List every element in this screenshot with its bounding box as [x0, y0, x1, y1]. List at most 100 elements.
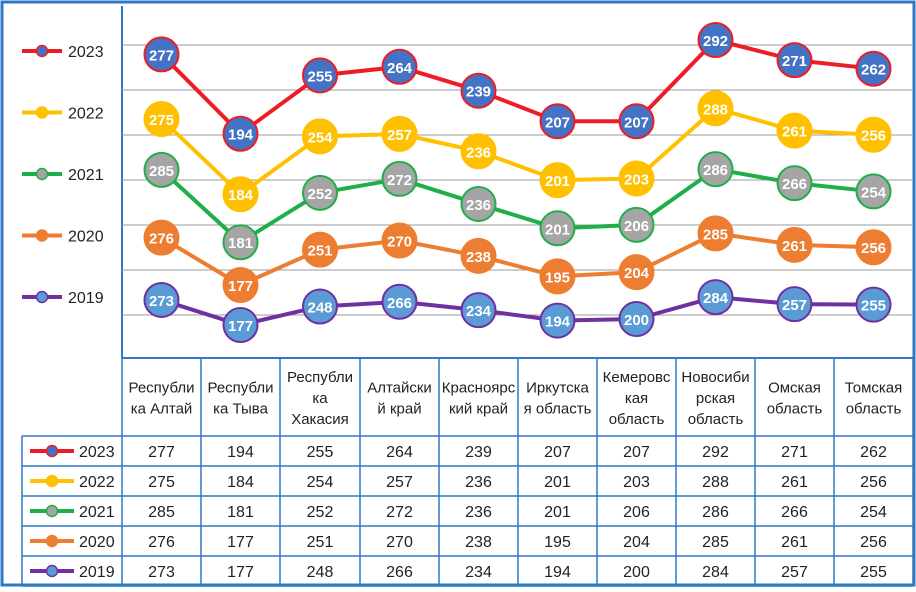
- series-line-2023: [160, 38, 874, 136]
- table-cell-2021-2: 181: [227, 504, 254, 521]
- point-2020-2: [222, 267, 259, 303]
- table-cell-2021-6: 201: [544, 504, 571, 521]
- category-label-3: Республи ка Хакасия: [287, 369, 353, 428]
- point-label-2020-1: 276: [149, 231, 174, 248]
- series-line-2022: [160, 106, 874, 197]
- point-label-2022-1: 275: [149, 112, 174, 129]
- series-line-2021: [160, 167, 874, 245]
- point-2021-1: [143, 151, 180, 188]
- point-label-2022-7: 203: [624, 172, 649, 189]
- table-cell-2020-7: 204: [623, 534, 650, 551]
- point-2019-10: [855, 286, 892, 323]
- point-label-2020-8: 285: [703, 226, 728, 243]
- point-label-2019-8: 284: [703, 290, 729, 307]
- legend-marker-2023: [35, 44, 49, 58]
- category-label-1: Республи ка Алтай: [128, 380, 194, 418]
- point-2023-4: [381, 48, 418, 85]
- point-label-2020-6: 195: [545, 269, 570, 286]
- table-cell-2022-2: 184: [227, 474, 254, 491]
- point-label-2019-10: 255: [861, 298, 886, 315]
- point-label-2019-1: 273: [149, 293, 174, 310]
- point-label-2021-10: 254: [861, 184, 887, 201]
- point-label-2022-3: 254: [307, 129, 333, 146]
- legend-label-2021: 2021: [68, 167, 104, 184]
- point-label-2023-9: 271: [782, 53, 807, 70]
- data-table: Республи ка Алтай Республи ка Тыва Республи к…: [21, 357, 914, 587]
- point-2023-9: [776, 42, 813, 79]
- point-label-2022-4: 257: [387, 127, 412, 144]
- table-cell-2022-3: 254: [307, 474, 334, 491]
- table-row-label-2019: 2019: [79, 564, 115, 581]
- table-cell-2022-5: 236: [465, 474, 492, 491]
- category-label-4: Алтайски й край: [367, 380, 432, 418]
- point-label-2022-8: 288: [703, 101, 728, 118]
- table-cell-2022-1: 275: [148, 474, 175, 491]
- point-label-2023-10: 262: [861, 62, 886, 79]
- table-cell-2021-4: 272: [386, 504, 413, 521]
- table-key-marker-2019: [45, 564, 59, 578]
- legend-label-2023: 2023: [68, 44, 104, 61]
- table-cell-2020-2: 177: [227, 534, 254, 551]
- table-cell-2020-10: 256: [860, 534, 887, 551]
- point-label-2022-6: 201: [545, 173, 570, 190]
- point-label-2022-9: 261: [782, 124, 807, 141]
- table-cell-2019-10: 255: [860, 564, 887, 581]
- point-label-2019-2: 177: [228, 318, 253, 335]
- point-2020-1: [143, 219, 180, 256]
- table-cell-2019-6: 194: [544, 564, 571, 581]
- point-label-2023-7: 207: [624, 114, 649, 131]
- table-cell-2019-1: 273: [148, 564, 175, 581]
- point-2022-8: [697, 90, 734, 127]
- point-label-2021-1: 285: [149, 163, 174, 180]
- point-label-2019-7: 200: [624, 312, 649, 329]
- point-label-2023-4: 264: [387, 60, 413, 77]
- point-label-2023-2: 194: [228, 127, 254, 144]
- table-cell-2023-9: 271: [781, 444, 808, 461]
- point-2023-1: [143, 36, 180, 73]
- point-2022-4: [381, 115, 418, 152]
- point-2019-3: [302, 288, 338, 325]
- series-lines: 277 194 255 264 239 207 207 292 271 262 275 184 254 2…: [143, 22, 892, 343]
- table-cell-2023-5: 239: [465, 444, 492, 461]
- point-label-2019-3: 248: [307, 299, 332, 316]
- table-cell-2023-6: 207: [544, 444, 571, 461]
- point-label-2023-6: 207: [545, 114, 570, 131]
- point-2019-9: [776, 286, 813, 323]
- table-cell-2020-4: 270: [386, 534, 413, 551]
- point-2023-10: [855, 50, 892, 87]
- point-2022-6: [539, 162, 576, 199]
- table-cell-2023-8: 292: [702, 444, 729, 461]
- point-2019-8: [697, 279, 734, 316]
- point-label-2021-4: 272: [387, 172, 412, 189]
- point-2019-6: [539, 302, 576, 339]
- point-label-2021-6: 201: [545, 221, 570, 238]
- point-2021-10: [855, 173, 892, 210]
- point-label-2020-2: 177: [228, 278, 253, 295]
- legend-label-2022: 2022: [68, 106, 104, 123]
- table-cell-2023-3: 255: [307, 444, 334, 461]
- series-line-2020: [160, 231, 874, 287]
- point-2021-3: [302, 174, 338, 211]
- category-label-10: Томская область: [845, 380, 903, 418]
- point-2022-2: [222, 176, 259, 213]
- table-cell-2020-8: 285: [702, 534, 729, 551]
- table-cell-2021-3: 252: [307, 504, 334, 521]
- point-2022-3: [302, 118, 338, 155]
- point-2021-4: [381, 160, 418, 197]
- table-cell-2023-1: 277: [148, 444, 175, 461]
- point-2019-1: [143, 281, 180, 318]
- point-2021-9: [776, 165, 813, 202]
- table-row-label-2021: 2021: [79, 504, 115, 521]
- table-cell-2021-9: 266: [781, 504, 808, 521]
- category-label-9: Омская область: [767, 380, 823, 418]
- category-label-5: Красноярс кий край: [442, 380, 516, 418]
- point-label-2020-5: 238: [466, 249, 491, 266]
- point-2019-5: [460, 292, 497, 329]
- point-2022-7: [618, 160, 655, 197]
- point-label-2019-9: 257: [782, 297, 807, 314]
- legend-label-2020: 2020: [68, 229, 104, 246]
- point-2019-2: [222, 307, 259, 343]
- point-2020-9: [776, 226, 813, 263]
- table-cell-2023-2: 194: [227, 444, 254, 461]
- point-label-2023-8: 292: [703, 33, 728, 50]
